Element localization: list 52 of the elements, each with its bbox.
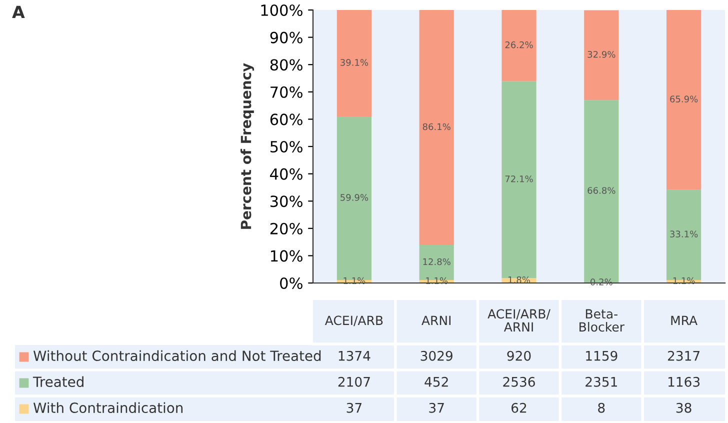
data-label: 62	[512, 402, 526, 413]
data-label: 12.8%	[423, 258, 450, 266]
y-tick-label: 10%	[271, 250, 302, 262]
data-label: 3029	[420, 350, 452, 361]
data-label: 2536	[503, 376, 535, 387]
y-tick-label: 40%	[270, 168, 302, 180]
data-label: 2317	[668, 350, 700, 361]
bar	[336, 10, 372, 116]
data-label: 37	[346, 402, 362, 413]
y-tick-label: 70%	[270, 86, 302, 98]
data-label: 33.1%	[670, 230, 698, 238]
data-label: 72.1%	[505, 175, 533, 182]
data-label: 65.9%	[670, 96, 698, 102]
y-tick-label: 100%	[261, 4, 302, 16]
data-label: 32.9%	[588, 50, 616, 58]
data-label: 59.9%	[340, 194, 368, 201]
data-label: 1163	[668, 376, 700, 387]
y-tick-label: 80%	[270, 59, 302, 71]
data-label: 37	[429, 402, 444, 413]
data-label: 86.1%	[422, 123, 450, 130]
y-axis-title: Percent of Frequency	[240, 63, 254, 229]
category-label: ACEI/ARB	[324, 316, 383, 326]
data-label: 66.8%	[588, 187, 616, 194]
data-label: 1374	[338, 350, 370, 361]
data-label: 452	[424, 376, 448, 387]
y-tick-label: 50%	[270, 140, 302, 153]
y-tick-label: 90%	[270, 32, 302, 44]
legend-label: Without Contraindication and Not Treated	[33, 350, 321, 362]
data-label: 2351	[586, 376, 617, 387]
y-tick-label: 0%	[280, 277, 302, 290]
bar	[502, 10, 536, 82]
data-label: 39.1%	[340, 59, 368, 66]
data-label: 1.8%	[508, 276, 530, 284]
data-label: 38	[676, 402, 692, 413]
bar	[584, 10, 619, 100]
bar	[419, 10, 454, 246]
y-tick-label: 20%	[270, 222, 302, 234]
data-label: 920	[507, 350, 531, 361]
text: A	[12, 6, 25, 18]
data-label: 26.2%	[505, 41, 533, 48]
legend-label: With Contraindication	[33, 402, 183, 414]
data-label: 1159	[586, 350, 618, 361]
data-label: 2107	[338, 376, 370, 387]
legend-label: Treated	[32, 376, 84, 388]
data-label: 8	[598, 402, 605, 413]
category-label: MRA	[671, 316, 698, 325]
category-label: ARNI	[422, 316, 451, 325]
category-label: ACEI/ARB/ ARNI	[488, 309, 550, 332]
y-tick-label: 60%	[270, 114, 302, 126]
y-tick-label: 30%	[270, 196, 302, 208]
bar	[666, 10, 702, 190]
category-label: Beta- Blocker	[580, 309, 624, 332]
